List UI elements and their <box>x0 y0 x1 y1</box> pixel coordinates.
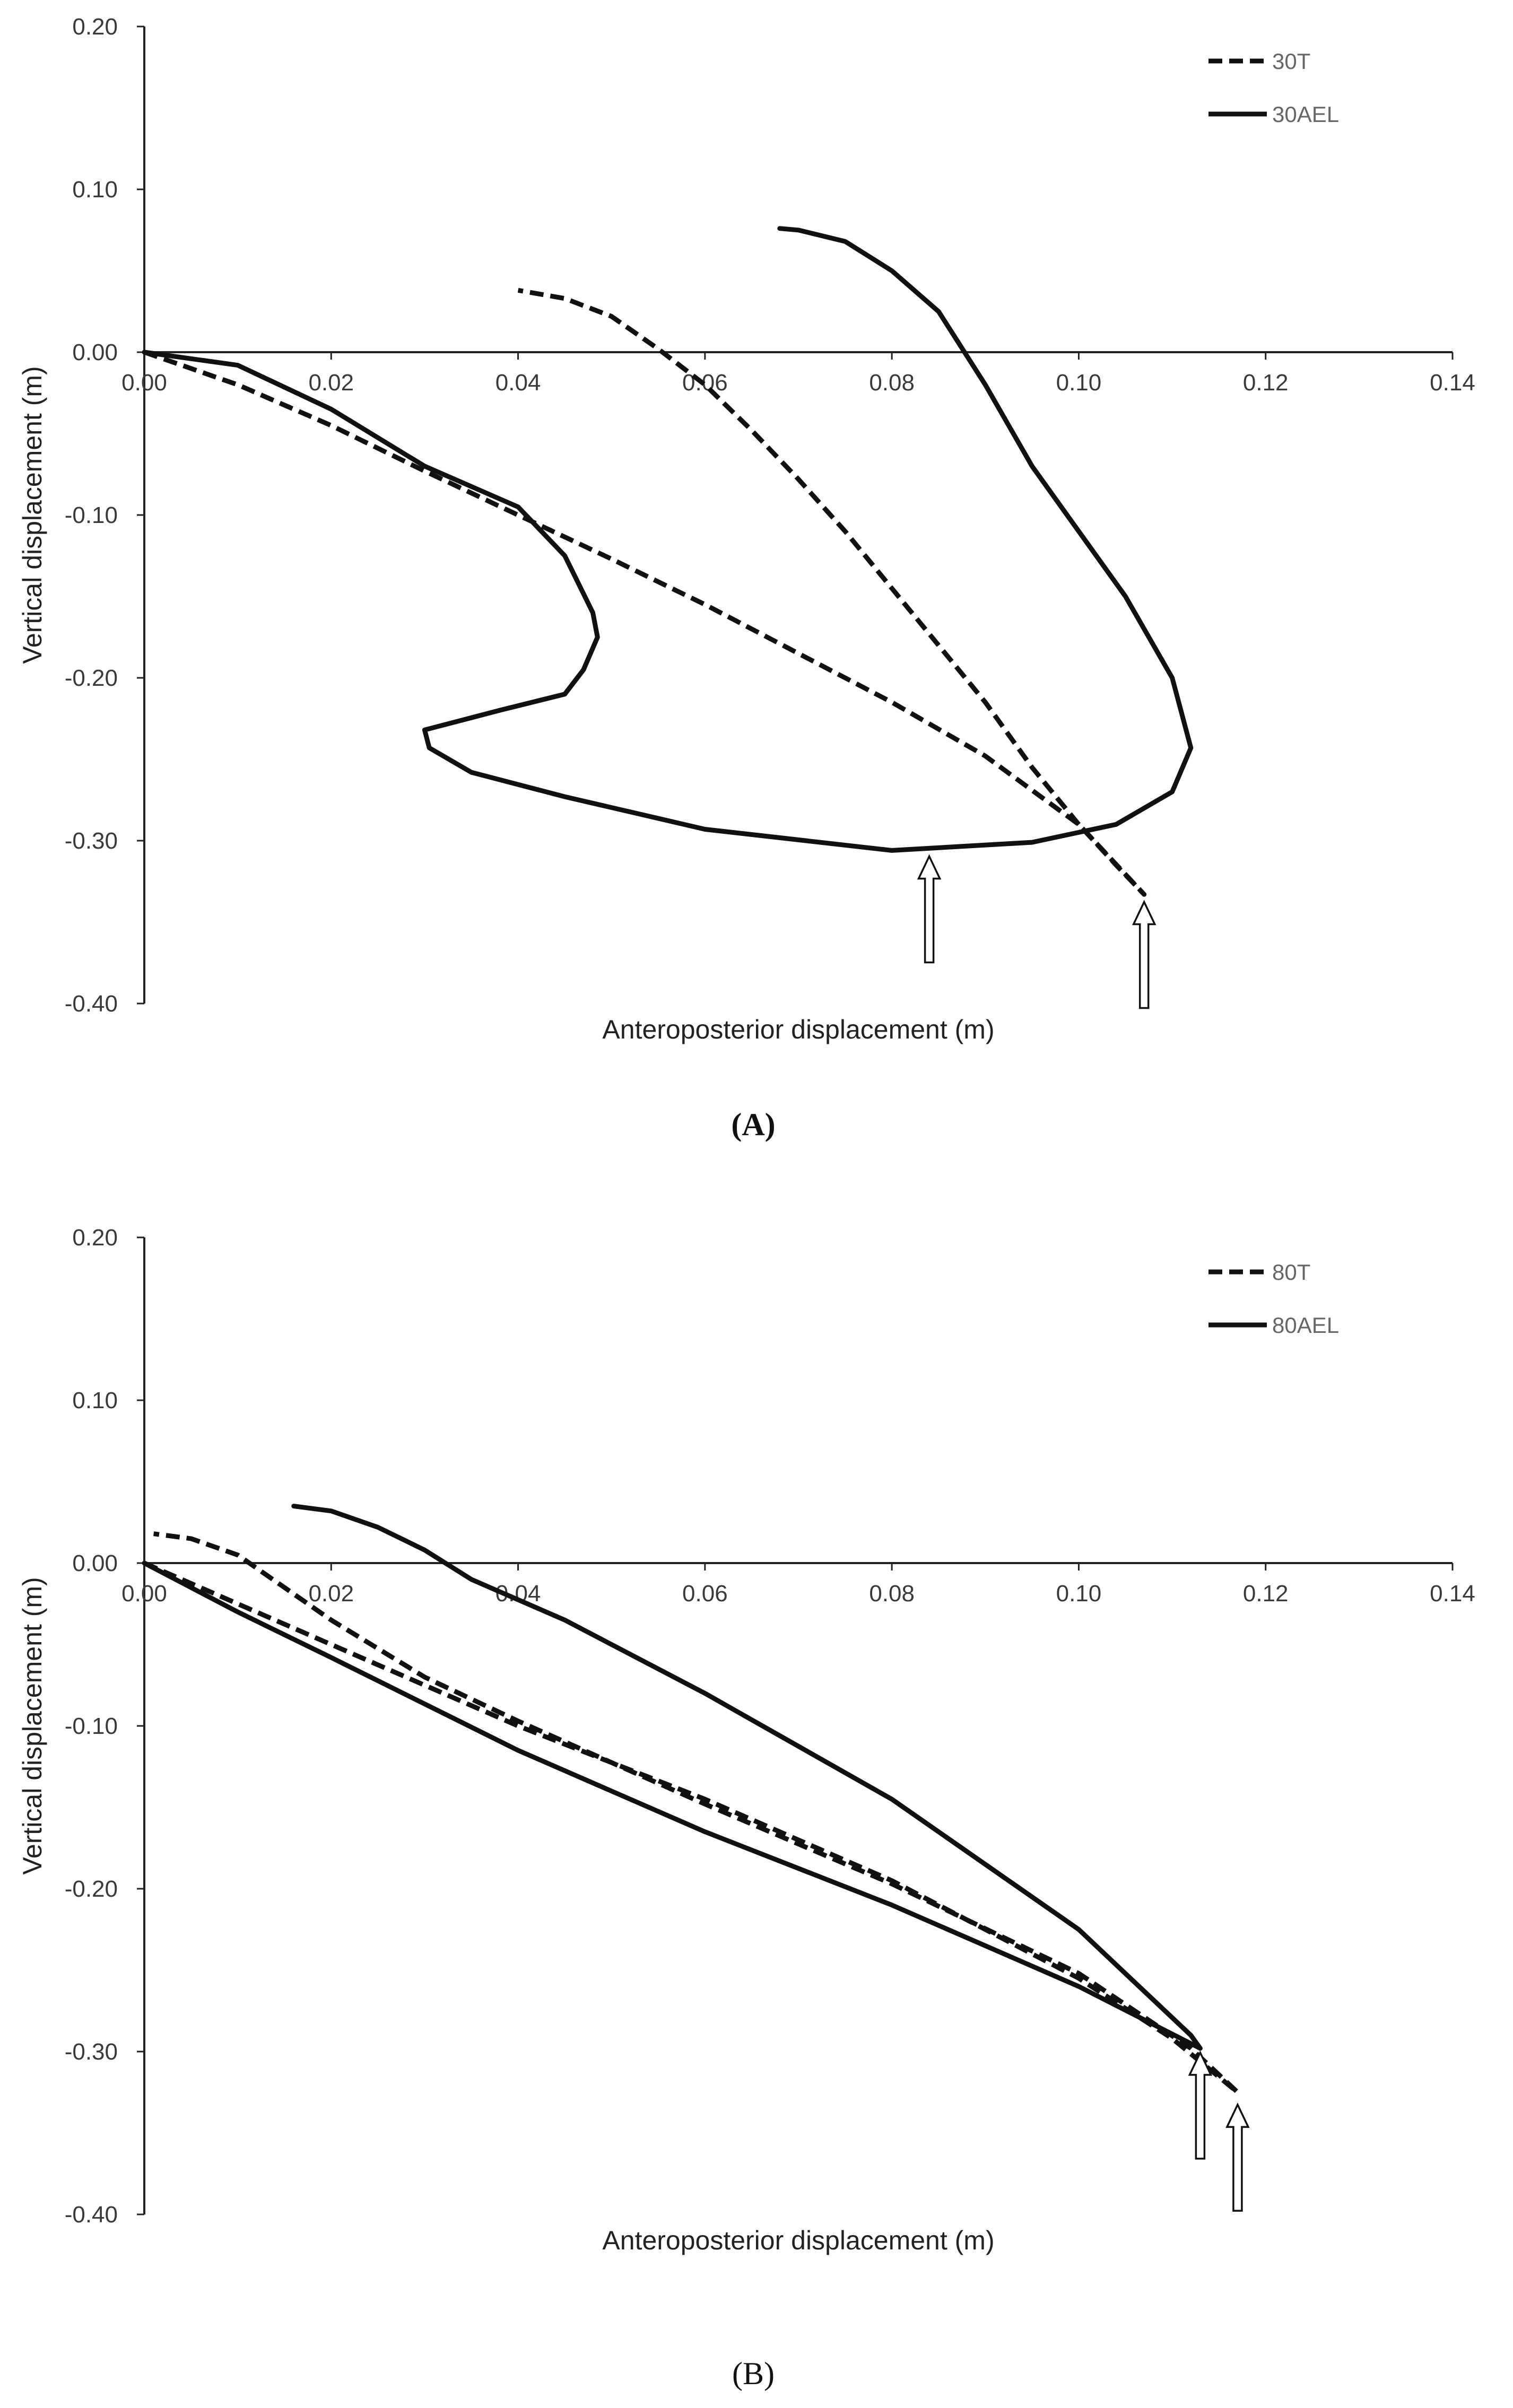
x-tick-label: 0.00 <box>121 370 167 396</box>
panel-caption: (B) <box>732 2356 775 2391</box>
x-tick-label: 0.14 <box>1430 1581 1475 1607</box>
x-tick-label: 0.10 <box>1056 370 1102 396</box>
x-tick-label: 0.06 <box>682 370 728 396</box>
panel-caption: (A) <box>731 1107 775 1142</box>
legend-label-80t: 80T <box>1272 1260 1310 1285</box>
legend-label-30t: 30T <box>1272 49 1310 74</box>
endpoint-arrow <box>1188 2050 1213 2160</box>
y-tick-label: -0.40 <box>65 991 118 1017</box>
x-tick-label: 0.08 <box>869 370 915 396</box>
series-line-80ael <box>142 1504 1203 2051</box>
x-tick-label: 0.12 <box>1243 1581 1289 1607</box>
y-tick-label: 0.20 <box>72 1225 118 1251</box>
y-axis-title: Vertical displacement (m) <box>18 366 47 664</box>
x-axis-title: Anteroposterior displacement (m) <box>602 2226 994 2255</box>
legend-label-30ael: 30AEL <box>1272 102 1339 127</box>
x-tick-label: 0.10 <box>1056 1581 1102 1607</box>
y-tick-label: -0.10 <box>65 502 118 528</box>
x-tick-label: 0.14 <box>1430 370 1475 396</box>
y-tick-label: 0.00 <box>72 339 118 365</box>
endpoint-arrow <box>1132 900 1157 1009</box>
x-tick-label: 0.06 <box>682 1581 728 1607</box>
series-line-80t <box>143 1531 1240 2095</box>
y-tick-label: 0.00 <box>72 1550 118 1576</box>
series-line-30t <box>143 287 1147 897</box>
x-tick-label: 0.02 <box>308 1581 354 1607</box>
chart-panel-a: 0.20 0.10 0.00 -0.10 -0.20 -0.30 -0.40 0.00 0.02… <box>18 14 1475 1142</box>
y-tick-label: -0.30 <box>65 2039 118 2065</box>
x-tick-label: 0.02 <box>308 370 354 396</box>
endpoint-arrow <box>917 854 942 964</box>
endpoint-arrow <box>1225 2102 1250 2212</box>
y-tick-label: 0.10 <box>72 1388 118 1414</box>
x-tick-label: 0.08 <box>869 1581 915 1607</box>
y-tick-label: -0.10 <box>65 1713 118 1739</box>
y-tick-label: 0.20 <box>72 14 118 40</box>
legend-label-80ael: 80AEL <box>1272 1313 1339 1338</box>
x-tick-label: 0.04 <box>495 370 541 396</box>
x-tick-label: 0.00 <box>121 1581 167 1607</box>
chart-panel-b: 0.20 0.10 0.00 -0.10 -0.20 -0.30 -0.40 0.00 0.02… <box>18 1225 1475 2391</box>
x-tick-label: 0.12 <box>1243 370 1289 396</box>
y-tick-label: -0.20 <box>65 1876 118 1902</box>
series-line-30ael <box>142 226 1194 853</box>
y-tick-label: -0.40 <box>65 2202 118 2228</box>
y-tick-label: 0.10 <box>72 177 118 203</box>
y-tick-label: -0.30 <box>65 828 118 854</box>
x-axis-title: Anteroposterior displacement (m) <box>602 1015 994 1044</box>
y-tick-label: -0.20 <box>65 665 118 691</box>
y-axis-title: Vertical displacement (m) <box>18 1577 47 1874</box>
